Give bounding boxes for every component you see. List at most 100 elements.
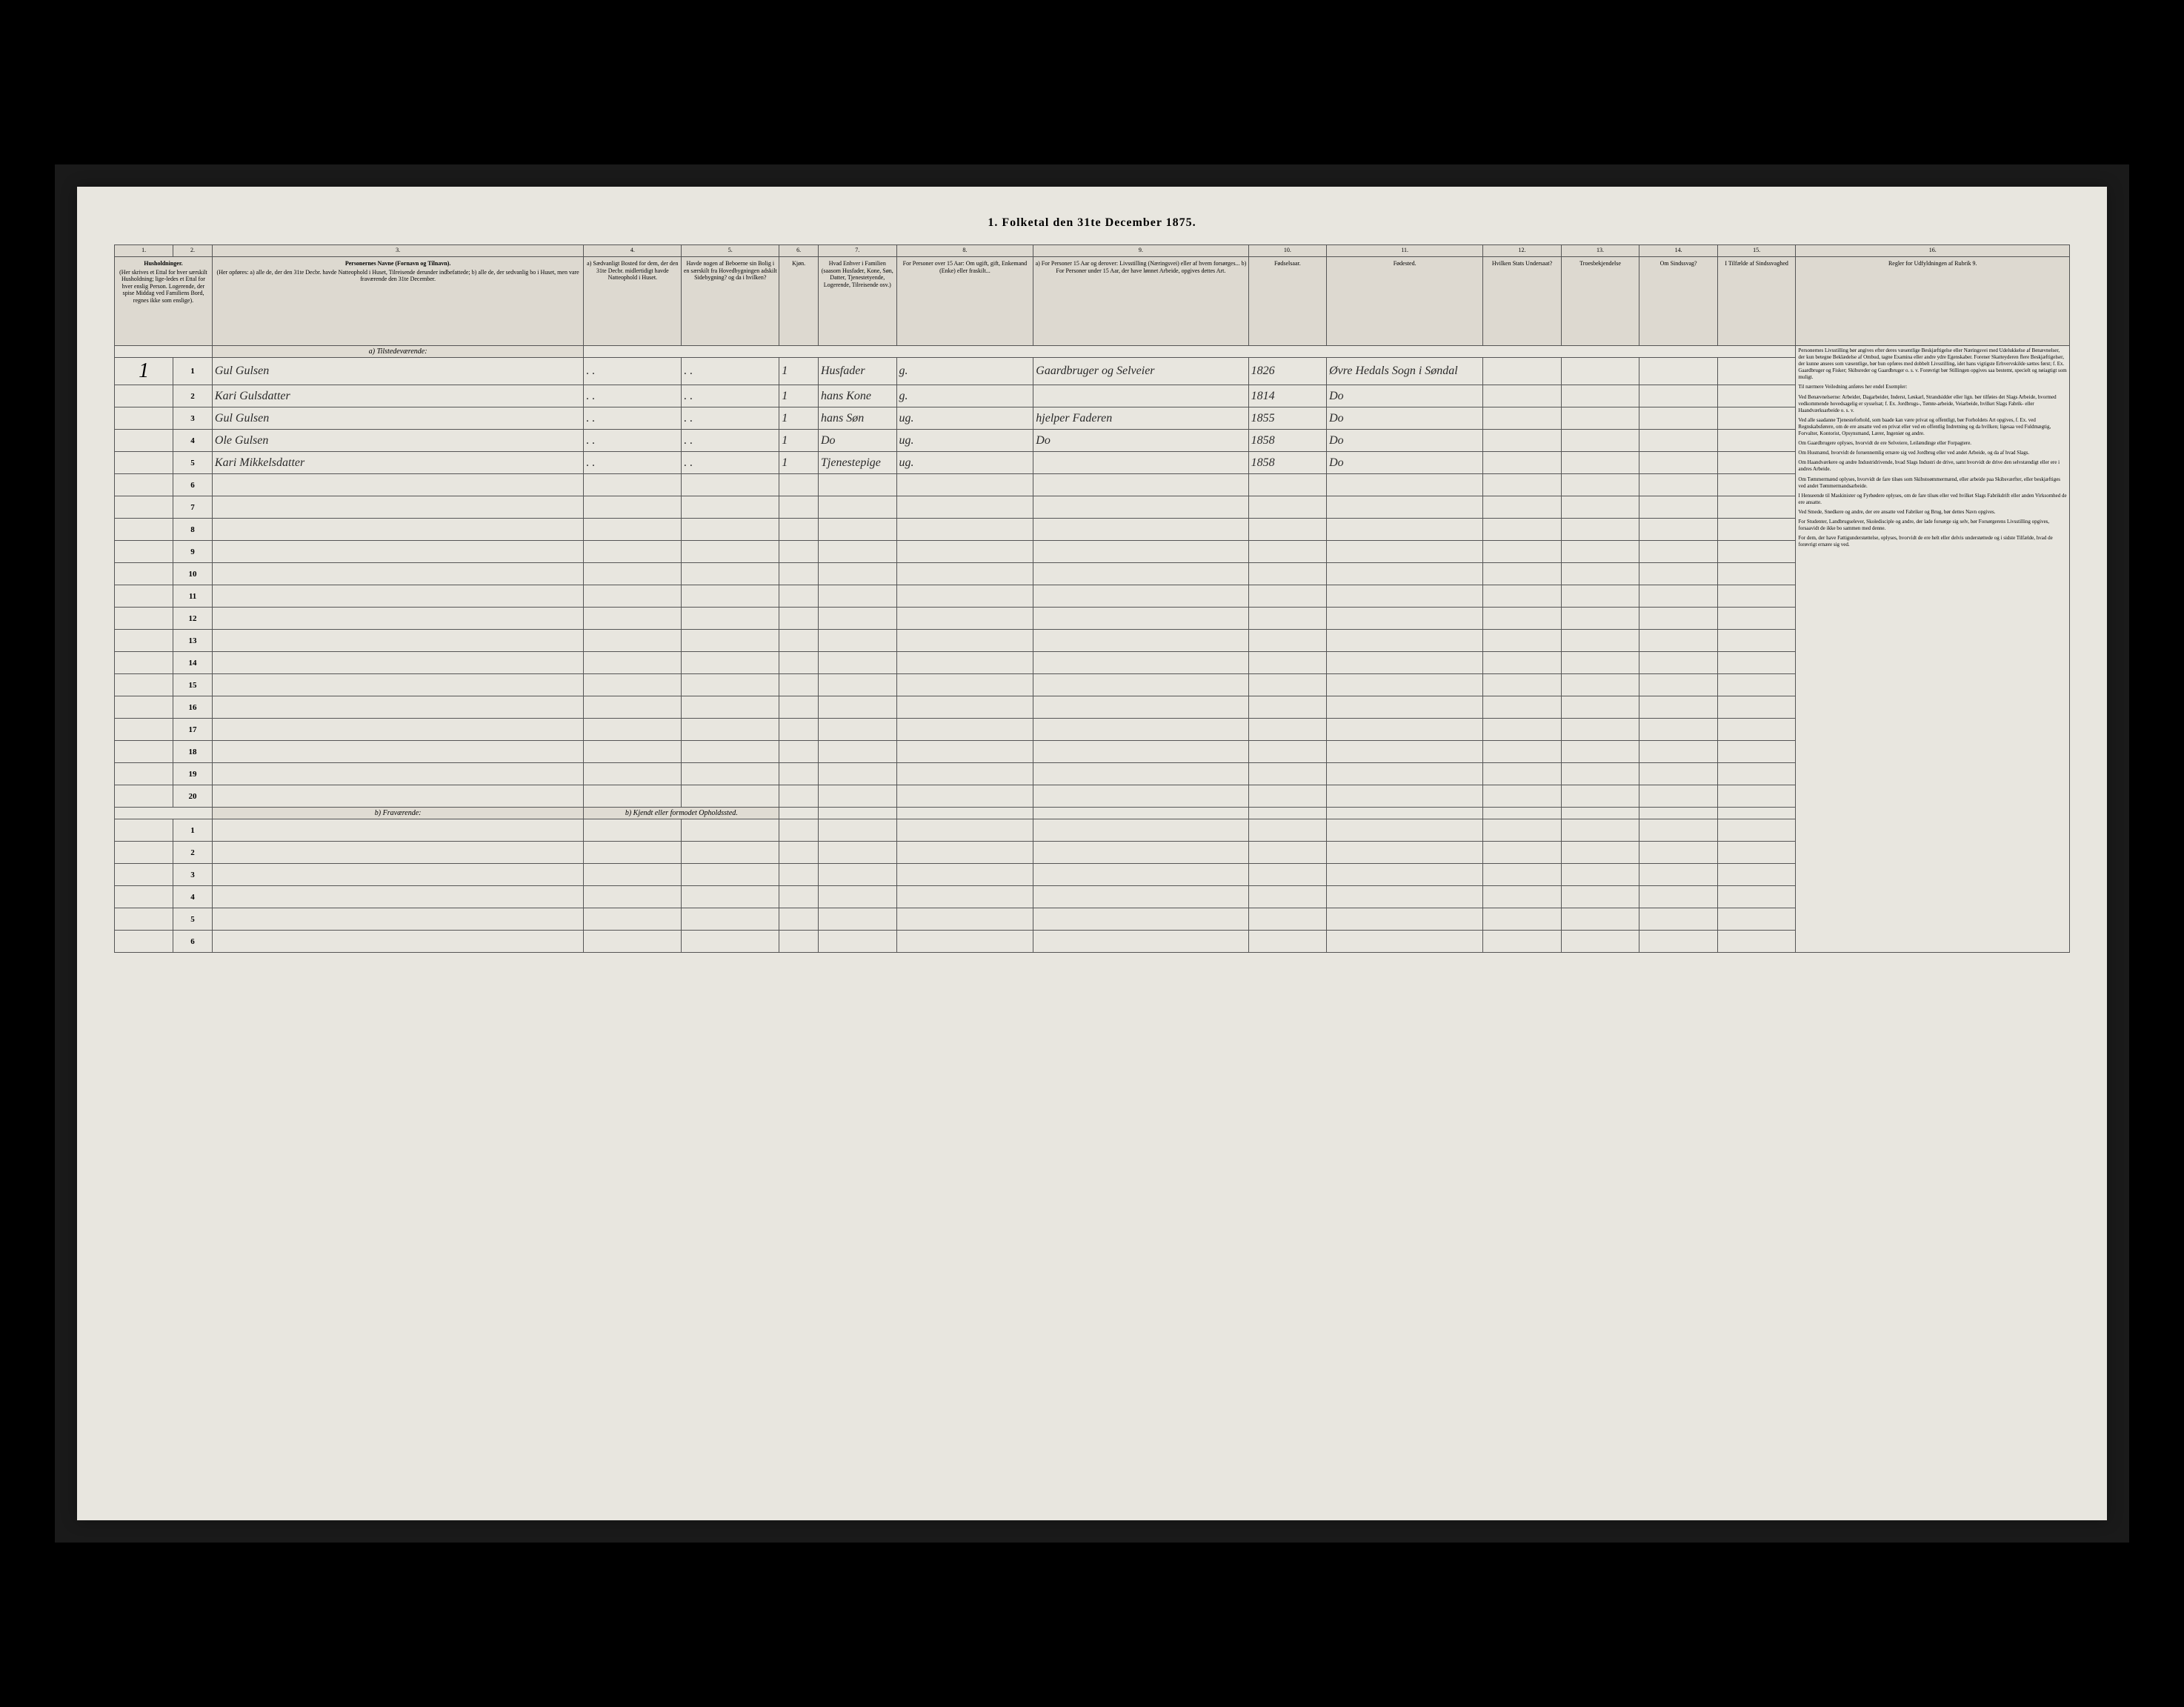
instruction-paragraph: Om Haandværkere og andre Industridrivend… xyxy=(1798,459,2067,473)
person-name: Kari Mikkelsdatter xyxy=(212,452,583,474)
header-1: Husholdninger. (Her skrives et Ettal for… xyxy=(115,257,213,346)
row-number: 11 xyxy=(173,585,213,608)
colnum-15: 15. xyxy=(1717,245,1796,257)
row-number: 15 xyxy=(173,674,213,696)
row-number: 19 xyxy=(173,763,213,785)
document-title: 1. Folketal den 31te December 1875. xyxy=(114,216,2070,230)
header-11: Fødested. xyxy=(1327,257,1483,346)
row-number: 16 xyxy=(173,696,213,719)
empty-row: 9 xyxy=(115,541,2070,563)
cell-relation: hans Kone xyxy=(819,385,897,407)
row-number: 13 xyxy=(173,630,213,652)
instruction-paragraph: Personernes Livsstilling bør angives eft… xyxy=(1798,347,2067,381)
instruction-paragraph: I Henseende til Maskinister og Fyrbødere… xyxy=(1798,493,2067,506)
cell-birthplace: Do xyxy=(1327,385,1483,407)
person-number: 1 xyxy=(173,358,213,385)
colnum-3: 3. xyxy=(212,245,583,257)
row-number: 6 xyxy=(173,931,213,953)
empty-row: 14 xyxy=(115,652,2070,674)
row-number: 9 xyxy=(173,541,213,563)
person-number: 4 xyxy=(173,430,213,452)
household-number: 1 xyxy=(115,358,173,385)
cell-relation: Do xyxy=(819,430,897,452)
cell-occupation xyxy=(1033,385,1248,407)
cell-birthplace: Øvre Hedals Sogn i Søndal xyxy=(1327,358,1483,385)
photo-frame: 1. Folketal den 31te December 1875. 1. 2… xyxy=(55,164,2129,1543)
header-10: Fødselsaar. xyxy=(1248,257,1327,346)
cell-marital: ug. xyxy=(896,407,1033,430)
header-8: For Personer over 15 Aar: Om ugift, gift… xyxy=(896,257,1033,346)
empty-row-b: 6 xyxy=(115,931,2070,953)
empty-row: 11 xyxy=(115,585,2070,608)
empty-row: 7 xyxy=(115,496,2070,519)
cell-relation: Husfader xyxy=(819,358,897,385)
empty-row-b: 1 xyxy=(115,819,2070,842)
header-14: Om Sindssvag? xyxy=(1639,257,1718,346)
colnum-11: 11. xyxy=(1327,245,1483,257)
cell-sex: 1 xyxy=(779,452,819,474)
cell-occupation: Do xyxy=(1033,430,1248,452)
cell-sex: 1 xyxy=(779,430,819,452)
person-row: 2Kari Gulsdatter. .. .1hans Koneg.1814Do xyxy=(115,385,2070,407)
cell-birthplace: Do xyxy=(1327,407,1483,430)
person-row: 5Kari Mikkelsdatter. .. .1Tjenestepigeug… xyxy=(115,452,2070,474)
instruction-paragraph: Om Husmænd, hvorvidt de foruennemlig ern… xyxy=(1798,450,2067,456)
cell-sex: 1 xyxy=(779,385,819,407)
person-row: 3Gul Gulsen. .. .1hans Sønug.hjelper Fad… xyxy=(115,407,2070,430)
header-15: I Tilfælde af Sindssvaghed xyxy=(1717,257,1796,346)
cell-birthyear: 1814 xyxy=(1248,385,1327,407)
cell-birthyear: 1858 xyxy=(1248,452,1327,474)
person-name: Kari Gulsdatter xyxy=(212,385,583,407)
tbody-present: a) Tilstedeværende: Personernes Livsstil… xyxy=(115,346,2070,953)
header-12: Hvilken Stats Undersaat? xyxy=(1483,257,1562,346)
empty-row: 15 xyxy=(115,674,2070,696)
header-5: Havde nogen af Beboerne sin Bolig i en s… xyxy=(682,257,779,346)
cell-c4: . . xyxy=(584,385,682,407)
census-document: 1. Folketal den 31te December 1875. 1. 2… xyxy=(77,187,2107,1520)
row-number: 6 xyxy=(173,474,213,496)
row-number: 20 xyxy=(173,785,213,808)
empty-row-b: 3 xyxy=(115,864,2070,886)
person-number: 3 xyxy=(173,407,213,430)
instruction-paragraph: Til nærmere Veiledning anføres her endel… xyxy=(1798,384,2067,390)
section-a-label-row: a) Tilstedeværende: Personernes Livsstil… xyxy=(115,346,2070,358)
empty-row-b: 5 xyxy=(115,908,2070,931)
cell-c5: . . xyxy=(682,430,779,452)
colnum-16: 16. xyxy=(1796,245,2070,257)
row-number: 10 xyxy=(173,563,213,585)
header-7: Hvad Enhver i Familien (saasom Husfader,… xyxy=(819,257,897,346)
cell-c5: . . xyxy=(682,407,779,430)
cell-occupation: hjelper Faderen xyxy=(1033,407,1248,430)
cell-sex: 1 xyxy=(779,358,819,385)
instruction-paragraph: Om Gaardbrugere oplyses, hvorvidt de ere… xyxy=(1798,440,2067,447)
instructions-column: Personernes Livsstilling bør angives eft… xyxy=(1796,346,2070,953)
cell-c4: . . xyxy=(584,407,682,430)
colnum-4: 4. xyxy=(584,245,682,257)
colnum-2: 2. xyxy=(173,245,213,257)
row-number: 18 xyxy=(173,741,213,763)
header-6: Kjøn. xyxy=(779,257,819,346)
row-number: 7 xyxy=(173,496,213,519)
cell-marital: g. xyxy=(896,358,1033,385)
empty-row-b: 4 xyxy=(115,886,2070,908)
person-number: 5 xyxy=(173,452,213,474)
person-name: Gul Gulsen xyxy=(212,407,583,430)
person-row: 4Ole Gulsen. .. .1Doug.Do1858Do xyxy=(115,430,2070,452)
cell-relation: hans Søn xyxy=(819,407,897,430)
colnum-6: 6. xyxy=(779,245,819,257)
cell-birthplace: Do xyxy=(1327,430,1483,452)
empty-row: 13 xyxy=(115,630,2070,652)
colnum-13: 13. xyxy=(1561,245,1639,257)
header-16: Regler for Udfyldningen af Rubrik 9. xyxy=(1796,257,2070,346)
colnum-12: 12. xyxy=(1483,245,1562,257)
cell-birthplace: Do xyxy=(1327,452,1483,474)
person-number: 2 xyxy=(173,385,213,407)
instruction-paragraph: Ved Benævnelserne: Arbeider, Dagarbeider… xyxy=(1798,394,2067,414)
cell-c5: . . xyxy=(682,452,779,474)
cell-birthyear: 1826 xyxy=(1248,358,1327,385)
cell-marital: ug. xyxy=(896,430,1033,452)
empty-row: 12 xyxy=(115,608,2070,630)
colnum-8: 8. xyxy=(896,245,1033,257)
empty-row-b: 2 xyxy=(115,842,2070,864)
row-number: 1 xyxy=(173,819,213,842)
